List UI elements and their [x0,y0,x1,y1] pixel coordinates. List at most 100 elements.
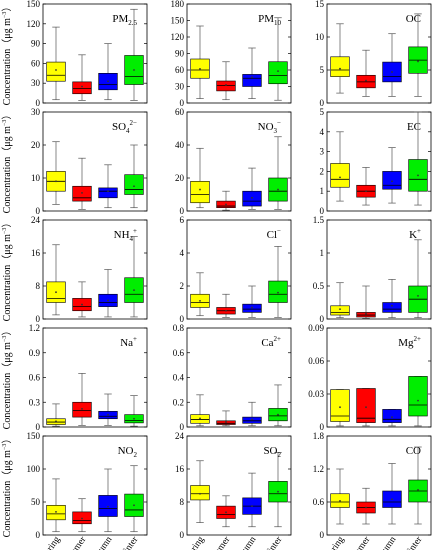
box-spring [190,25,210,99]
panel-no2: 0 50 100 150 NO2 SpringSummerAutumnWinter [27,431,148,550]
y-tick-label: 10 [31,173,41,183]
box-spring [330,389,350,427]
x-tick-label: Summer [206,534,233,550]
box-summer [72,54,92,101]
box-spring [330,468,350,525]
y-tick-label: 1.5 [313,215,325,225]
iqr-box [268,61,288,85]
box-summer [72,281,92,318]
x-tick-label: Autumn [372,535,398,550]
mean-point [277,490,279,493]
panel-title: NO2 [118,445,138,459]
panel-frame [326,3,432,104]
panel-title: NH4+ [114,227,137,243]
y-axis-label: Concentration（μg m−3） [1,326,13,430]
y-tick-label: 4 [180,248,185,258]
y-tick-label: 150 [171,16,185,26]
box-autumn [382,147,402,204]
y-tick-label: 0 [320,98,325,108]
panel-pm10: 0 30 60 90 120 150 180 PM10 [171,0,292,108]
mean-point [225,83,227,86]
box-autumn [98,164,118,209]
box-summer [216,410,236,427]
mean-point [277,188,279,191]
y-tick-label: 0.9 [29,348,41,358]
panel-title: EC [407,121,421,133]
y-tick-label: 0 [36,314,41,324]
box-winter [124,395,144,427]
y-tick-label: 20 [175,173,185,183]
y-tick-label: 5 [320,65,325,75]
panel-frame [42,3,148,104]
mean-point [55,180,57,183]
y-tick-label: 120 [27,19,41,29]
y-tick-label: 90 [31,39,41,49]
y-tick-label: 2 [320,166,325,176]
y-tick-label: 0 [320,422,325,432]
mean-point [225,511,227,514]
panel-so2: 0 8 16 24 SO2 SpringSummerAutumnWinter [175,431,292,550]
iqr-box [330,389,350,422]
y-tick-label: 0.4 [173,373,185,383]
mean-point [55,511,57,513]
box-winter [268,17,288,101]
x-tick-label: Summer [346,534,373,550]
box-spring [190,460,210,523]
mean-point [391,180,393,183]
panel-na: 0 0.3 0.6 0.9 1.2 Na+ [29,323,148,432]
panel-ec: 0 1 2 3 4 5 EC [320,107,432,216]
mean-point [199,417,201,420]
box-autumn [98,468,118,533]
x-tick-label: Winter [401,534,425,550]
mean-point [365,190,367,193]
y-tick-label: 0 [180,530,185,540]
box-spring [46,244,66,316]
panel-nh4: 0 8 16 24 NH4+ [31,215,148,324]
panel-frame [186,435,292,536]
y-tick-label: 1.8 [313,431,325,441]
panel-title: PM10 [258,13,281,27]
y-tick-label: 60 [31,58,41,68]
y-tick-label: 0 [320,314,325,324]
box-autumn [98,43,118,101]
y-tick-label: 180 [171,0,185,9]
mean-point [251,505,253,508]
mean-point [55,420,57,423]
box-winter [408,446,428,525]
panel-frame [42,435,148,536]
y-axis-label: Concentration（μg m−3） [1,110,13,214]
box-autumn [98,393,118,426]
mean-point [55,69,57,71]
y-tick-label: 6 [180,215,185,225]
mean-point [107,505,109,508]
y-tick-label: 0 [180,422,185,432]
mean-point [81,517,83,520]
box-winter [268,452,288,528]
iqr-box [242,74,262,87]
y-tick-label: 0.03 [308,389,324,399]
panel-frame [42,111,148,212]
iqr-box [72,81,92,95]
y-tick-label: 0.6 [173,348,185,358]
box-winter [124,144,144,209]
panel-frame [186,219,292,320]
panel-ca2: 0 0.2 0.4 0.6 0.8 Ca2+ [173,323,292,432]
mean-point [81,407,83,410]
y-tick-label: 1 [320,186,325,196]
mean-point [107,413,109,416]
iqr-box [46,61,66,82]
y-tick-label: 0.8 [173,323,185,333]
y-tick-label: 2 [180,281,185,291]
box-summer [356,49,376,97]
box-autumn [242,47,262,99]
box-winter [408,13,428,97]
box-autumn [98,269,118,318]
panel-oc: 0 5 10 15 OC [315,0,432,108]
mean-point [339,308,341,310]
panel-cl: 0 2 4 6 Cl− [180,215,292,324]
y-tick-label: 0 [36,422,41,432]
panel-title: Ca2+ [261,335,281,349]
mean-point [391,416,393,418]
box-autumn [382,33,402,97]
